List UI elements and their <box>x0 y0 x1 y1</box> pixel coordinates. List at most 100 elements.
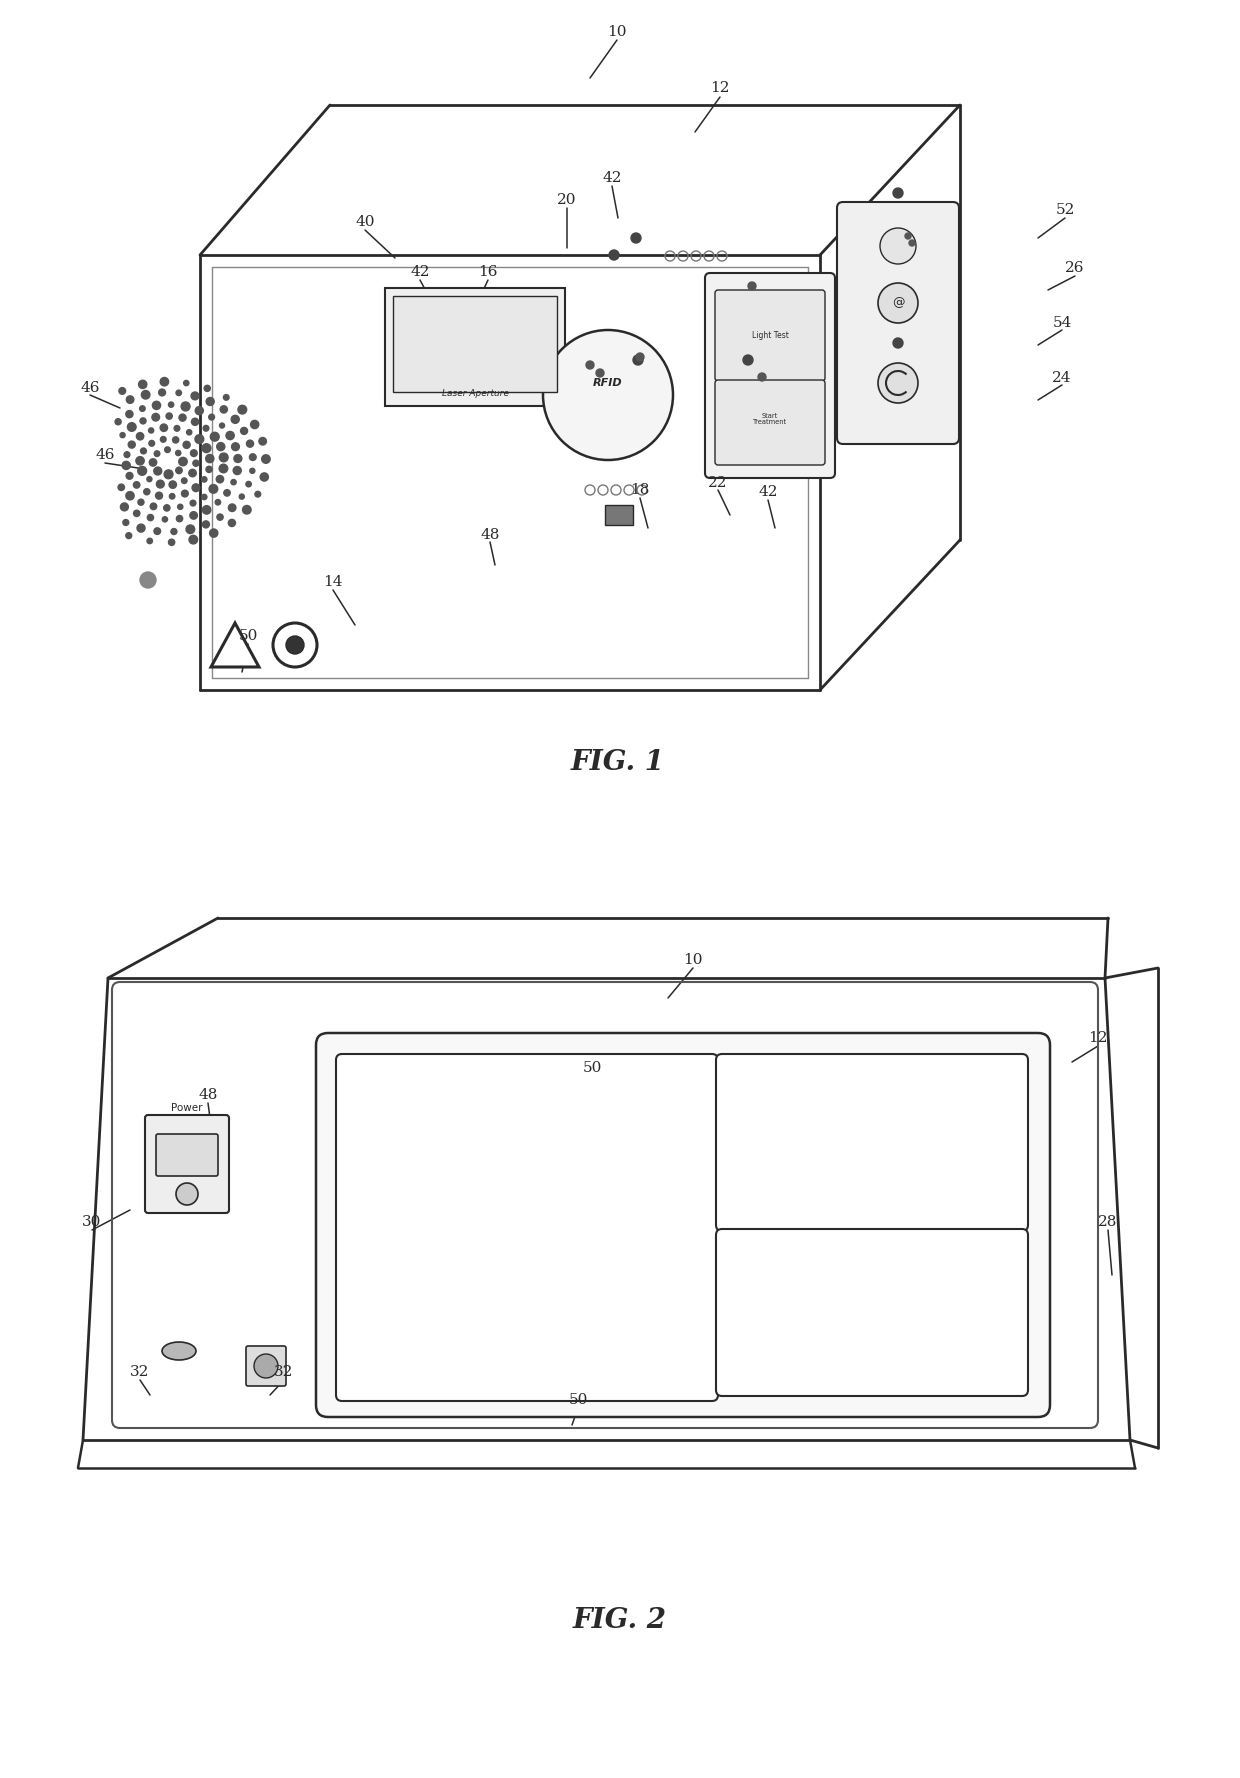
Circle shape <box>179 414 186 421</box>
Text: Laser Aperture: Laser Aperture <box>441 389 508 398</box>
Circle shape <box>216 500 221 505</box>
Circle shape <box>191 418 198 425</box>
Circle shape <box>184 380 188 386</box>
Circle shape <box>195 407 203 414</box>
Circle shape <box>241 427 248 434</box>
Circle shape <box>136 525 145 532</box>
Circle shape <box>138 466 146 475</box>
Circle shape <box>286 637 304 654</box>
Circle shape <box>219 464 228 473</box>
Circle shape <box>205 386 211 391</box>
Circle shape <box>909 240 915 245</box>
Circle shape <box>136 457 144 464</box>
Circle shape <box>140 418 146 423</box>
Text: 42: 42 <box>603 171 621 185</box>
Circle shape <box>217 514 223 521</box>
Circle shape <box>166 412 172 420</box>
Circle shape <box>758 373 766 380</box>
Circle shape <box>160 423 167 432</box>
Circle shape <box>231 416 239 423</box>
Bar <box>384 288 565 405</box>
Circle shape <box>228 519 236 526</box>
Text: 12: 12 <box>1089 1031 1107 1045</box>
Circle shape <box>233 466 242 475</box>
Text: FIG. 1: FIG. 1 <box>570 749 665 775</box>
Text: 54: 54 <box>1053 316 1071 331</box>
Circle shape <box>893 338 903 348</box>
Circle shape <box>160 437 166 443</box>
Circle shape <box>211 432 219 441</box>
Text: 12: 12 <box>711 82 730 94</box>
Text: 50: 50 <box>238 629 258 644</box>
Circle shape <box>192 484 200 491</box>
Text: 20: 20 <box>557 194 577 206</box>
Circle shape <box>206 455 215 462</box>
Circle shape <box>249 468 255 473</box>
Circle shape <box>596 370 604 377</box>
Circle shape <box>254 1355 278 1378</box>
Circle shape <box>176 1182 198 1205</box>
Text: 42: 42 <box>410 265 430 279</box>
Circle shape <box>188 535 197 544</box>
Circle shape <box>140 405 145 411</box>
Circle shape <box>171 528 177 535</box>
Text: 40: 40 <box>355 215 374 229</box>
Circle shape <box>748 283 756 290</box>
Circle shape <box>169 402 174 407</box>
Text: 14: 14 <box>324 574 342 589</box>
Circle shape <box>179 457 187 466</box>
Circle shape <box>190 512 197 519</box>
Circle shape <box>126 473 133 480</box>
Circle shape <box>174 425 180 432</box>
Circle shape <box>880 228 916 263</box>
Circle shape <box>162 517 167 523</box>
FancyBboxPatch shape <box>715 290 825 380</box>
Text: RFID: RFID <box>593 379 622 388</box>
Circle shape <box>120 503 129 510</box>
Circle shape <box>216 475 223 484</box>
Text: 50: 50 <box>568 1392 588 1406</box>
Circle shape <box>219 423 224 428</box>
Text: 42: 42 <box>758 485 777 500</box>
Circle shape <box>190 500 196 507</box>
Polygon shape <box>211 622 259 667</box>
Circle shape <box>118 484 124 491</box>
Text: 32: 32 <box>130 1366 150 1380</box>
Circle shape <box>170 494 175 500</box>
Circle shape <box>176 516 182 521</box>
Text: Power: Power <box>171 1102 203 1113</box>
Circle shape <box>134 482 140 489</box>
Circle shape <box>193 461 200 466</box>
FancyBboxPatch shape <box>706 274 835 478</box>
Circle shape <box>176 450 181 455</box>
Circle shape <box>905 233 911 238</box>
Text: @: @ <box>892 297 904 309</box>
Circle shape <box>260 473 268 482</box>
Text: 52: 52 <box>1055 203 1075 217</box>
Circle shape <box>206 466 212 473</box>
Circle shape <box>186 430 192 436</box>
Circle shape <box>172 437 179 443</box>
Circle shape <box>141 391 150 398</box>
Circle shape <box>149 459 156 466</box>
Circle shape <box>631 233 641 244</box>
Circle shape <box>138 500 144 505</box>
Circle shape <box>119 388 125 395</box>
Text: 18: 18 <box>630 484 650 498</box>
Circle shape <box>249 453 257 461</box>
Circle shape <box>155 493 162 500</box>
Circle shape <box>878 363 918 404</box>
Circle shape <box>195 434 203 443</box>
Circle shape <box>878 283 918 324</box>
Text: 10: 10 <box>683 953 703 967</box>
Circle shape <box>181 491 188 496</box>
Circle shape <box>202 444 211 453</box>
Text: 48: 48 <box>198 1088 218 1102</box>
Circle shape <box>247 441 253 448</box>
Circle shape <box>587 361 594 370</box>
Circle shape <box>125 491 134 500</box>
Circle shape <box>136 432 144 439</box>
Circle shape <box>202 521 210 528</box>
FancyBboxPatch shape <box>156 1134 218 1175</box>
Text: 46: 46 <box>81 380 99 395</box>
